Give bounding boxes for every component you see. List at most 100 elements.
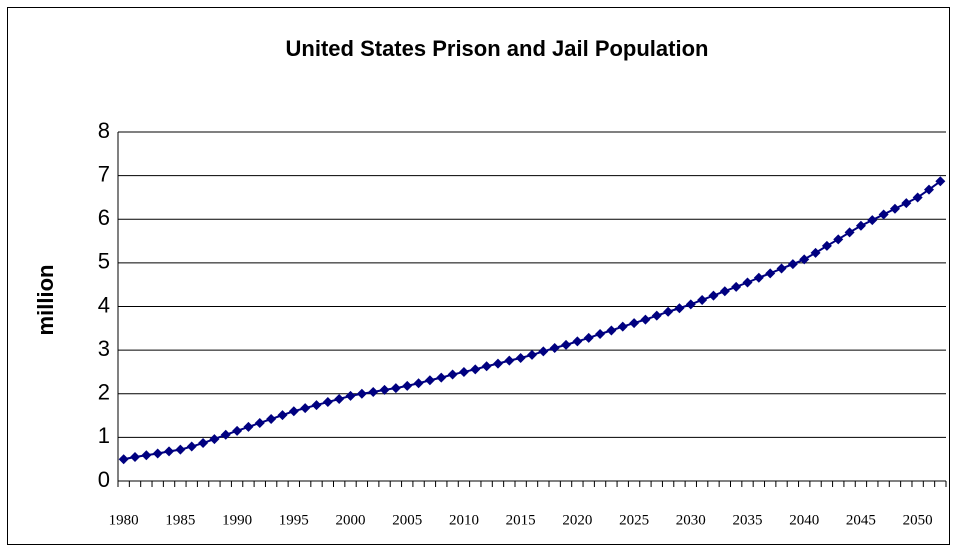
point-marker xyxy=(266,414,277,425)
point-marker xyxy=(935,176,946,187)
point-marker xyxy=(674,303,685,314)
point-marker xyxy=(186,441,197,452)
point-marker xyxy=(470,364,481,375)
x-tick-label: 2040 xyxy=(789,512,819,528)
x-tick-label: 2030 xyxy=(676,512,706,528)
point-marker xyxy=(844,227,855,238)
point-marker xyxy=(878,209,889,220)
x-tick-label: 1995 xyxy=(279,512,309,528)
point-marker xyxy=(379,384,390,395)
x-tick-label: 2045 xyxy=(846,512,876,528)
point-marker xyxy=(424,375,435,386)
point-marker xyxy=(731,281,742,292)
point-marker xyxy=(708,290,719,301)
y-tick-label: 3 xyxy=(98,336,110,361)
x-tick-label: 2015 xyxy=(506,512,536,528)
point-marker xyxy=(527,349,537,360)
point-marker xyxy=(595,328,606,339)
point-marker xyxy=(504,355,515,366)
chart-title: United States Prison and Jail Population xyxy=(286,36,709,61)
x-tick-label: 2050 xyxy=(903,512,933,528)
y-tick-label: 6 xyxy=(98,205,110,230)
x-tick-label: 2000 xyxy=(336,512,366,528)
point-marker xyxy=(458,366,469,377)
x-tick-label: 2010 xyxy=(449,512,479,528)
point-marker xyxy=(515,352,526,363)
y-tick-label: 0 xyxy=(98,467,110,492)
x-tick-label: 2005 xyxy=(392,512,422,528)
point-marker xyxy=(232,425,243,436)
point-marker xyxy=(855,220,866,231)
point-marker xyxy=(130,452,141,463)
point-marker xyxy=(413,378,424,389)
point-marker xyxy=(164,446,175,457)
point-marker xyxy=(889,203,900,214)
y-tick-label: 7 xyxy=(98,161,110,186)
point-marker xyxy=(867,215,878,226)
point-marker xyxy=(288,406,299,417)
point-marker xyxy=(799,254,810,265)
point-marker xyxy=(198,438,209,449)
point-marker xyxy=(719,286,730,297)
point-marker xyxy=(243,421,254,432)
point-marker xyxy=(640,314,651,325)
x-tick-label: 2035 xyxy=(733,512,763,528)
point-marker xyxy=(492,358,503,369)
point-marker xyxy=(300,403,311,414)
point-marker xyxy=(311,400,322,411)
point-marker xyxy=(753,272,764,283)
point-marker xyxy=(742,277,753,288)
point-marker xyxy=(447,369,458,380)
point-marker xyxy=(685,299,696,310)
point-marker xyxy=(402,380,413,391)
x-tick-label: 1980 xyxy=(109,512,139,528)
point-marker xyxy=(561,339,572,350)
point-marker xyxy=(787,259,798,270)
y-tick-label: 5 xyxy=(98,249,110,274)
point-marker xyxy=(152,448,163,459)
point-marker xyxy=(209,434,220,445)
point-marker xyxy=(629,318,640,329)
point-marker xyxy=(220,429,231,440)
point-marker xyxy=(810,247,821,258)
point-marker xyxy=(697,294,708,305)
x-tick-label: 1990 xyxy=(222,512,252,528)
chart-frame xyxy=(7,7,950,545)
point-marker xyxy=(606,325,617,336)
y-tick-label: 4 xyxy=(98,292,110,317)
point-marker xyxy=(356,388,367,399)
y-axis-label: million xyxy=(33,265,58,336)
point-marker xyxy=(776,263,787,274)
point-marker xyxy=(912,192,923,203)
point-marker xyxy=(481,361,492,372)
point-marker xyxy=(651,310,662,321)
point-marker xyxy=(583,332,594,343)
point-marker xyxy=(833,234,844,245)
y-tick-label: 2 xyxy=(98,380,110,405)
x-tick-label: 2020 xyxy=(562,512,592,528)
point-marker xyxy=(436,372,447,383)
point-marker xyxy=(368,387,379,398)
y-tick-label: 1 xyxy=(98,423,110,448)
point-marker xyxy=(901,198,912,209)
point-marker xyxy=(390,383,401,394)
point-marker xyxy=(572,336,583,347)
point-marker xyxy=(765,268,776,279)
point-marker xyxy=(617,321,628,332)
point-marker xyxy=(334,393,345,404)
point-marker xyxy=(549,342,560,353)
point-marker xyxy=(923,184,934,195)
point-marker xyxy=(821,240,832,251)
point-marker xyxy=(663,306,674,317)
y-tick-label: 8 xyxy=(98,118,110,143)
point-marker xyxy=(254,417,265,428)
point-marker xyxy=(141,450,152,461)
point-marker xyxy=(538,346,549,357)
point-marker xyxy=(277,410,288,421)
point-marker xyxy=(118,454,129,465)
point-marker xyxy=(175,444,186,455)
x-tick-label: 1985 xyxy=(165,512,195,528)
x-tick-label: 2025 xyxy=(619,512,649,528)
